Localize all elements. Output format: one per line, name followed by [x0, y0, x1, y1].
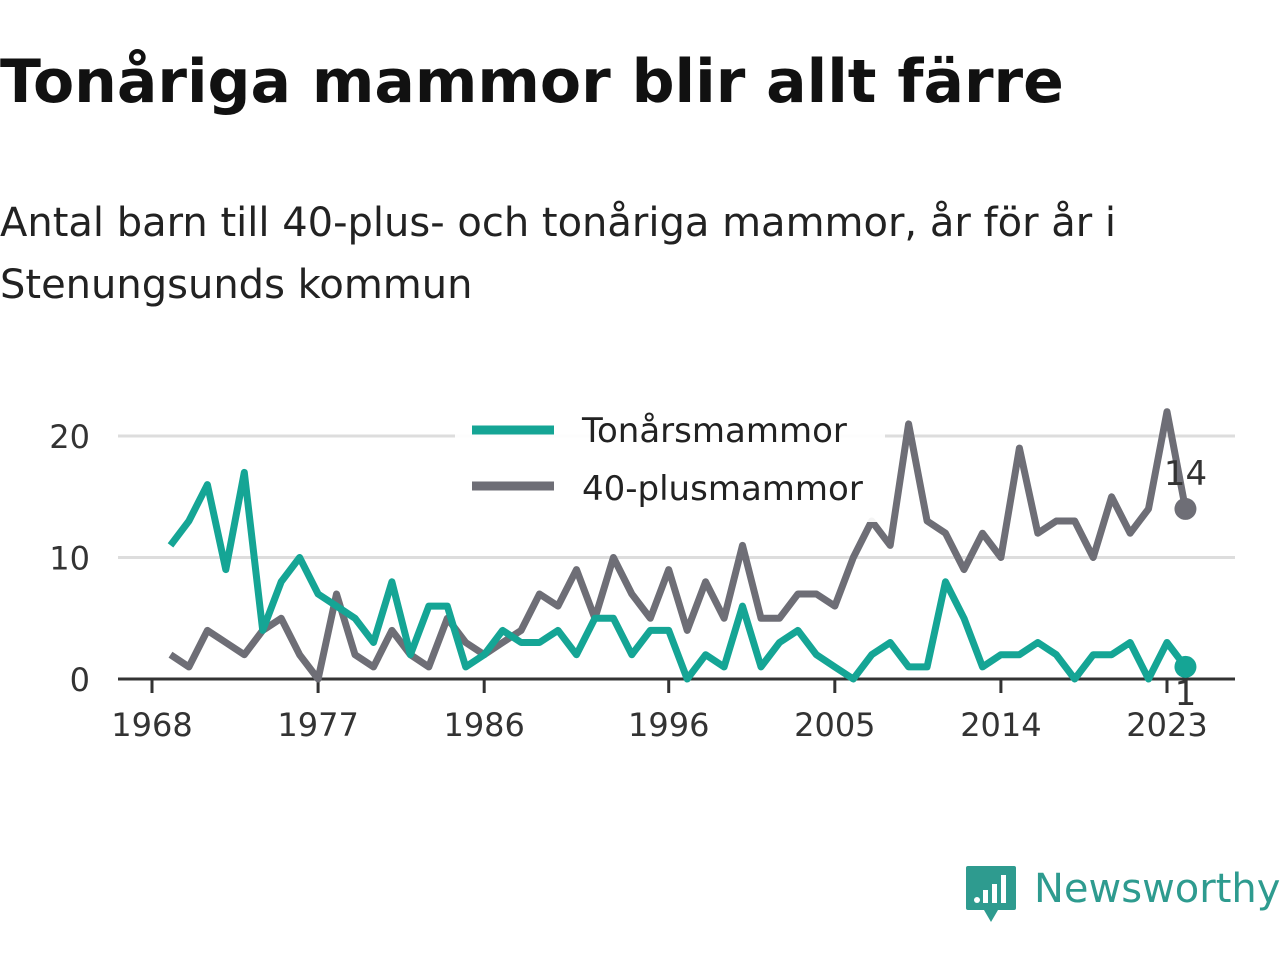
newsworthy-logo-icon — [966, 866, 1016, 922]
end-value-label-tonarsmammor: 1 — [1175, 674, 1197, 714]
y-tick-label: 0 — [70, 661, 90, 699]
end-value-label-40-plusmammor: 14 — [1164, 454, 1207, 494]
legend: Tonårsmammor 40-plusmammor — [455, 402, 885, 522]
x-tick-label: 1996 — [628, 706, 709, 744]
chart-title: Tonåriga mammor blir allt färre — [0, 47, 1064, 117]
chart-subtitle: Antal barn till 40-plus- och tonåriga ma… — [0, 200, 1117, 308]
legend-background — [455, 402, 885, 522]
series-lines — [167, 408, 1189, 683]
x-tick-label: 2023 — [1126, 706, 1207, 744]
x-tick-label: 2005 — [794, 706, 875, 744]
newsworthy-wordmark: Newsworthy — [1034, 866, 1280, 912]
y-tick-label: 10 — [49, 540, 90, 578]
line-chart: 1968 1977 1986 1996 2005 2014 2023 0 10 20 Tonår… — [49, 402, 1235, 744]
legend-label-40-plusmammor: 40-plusmammor — [582, 469, 863, 509]
x-tick-label: 2014 — [960, 706, 1041, 744]
x-tick-label: 1977 — [277, 706, 358, 744]
y-tick-label: 20 — [49, 418, 90, 456]
x-axis: 1968 1977 1986 1996 2005 2014 2023 — [111, 677, 1235, 744]
x-tick-label: 1968 — [111, 706, 192, 744]
series-line-tonarsmammor — [167, 468, 1189, 683]
end-marker-tonarsmammor — [1174, 655, 1197, 678]
y-axis-ticks: 0 10 20 — [49, 418, 90, 699]
x-tick-label: 1986 — [443, 706, 524, 744]
end-marker-40-plusmammor — [1174, 497, 1197, 520]
newsworthy-brand: Newsworthy — [964, 862, 1280, 928]
legend-label-tonarsmammor: Tonårsmammor — [581, 411, 847, 451]
end-markers: 14 1 — [1164, 454, 1207, 714]
